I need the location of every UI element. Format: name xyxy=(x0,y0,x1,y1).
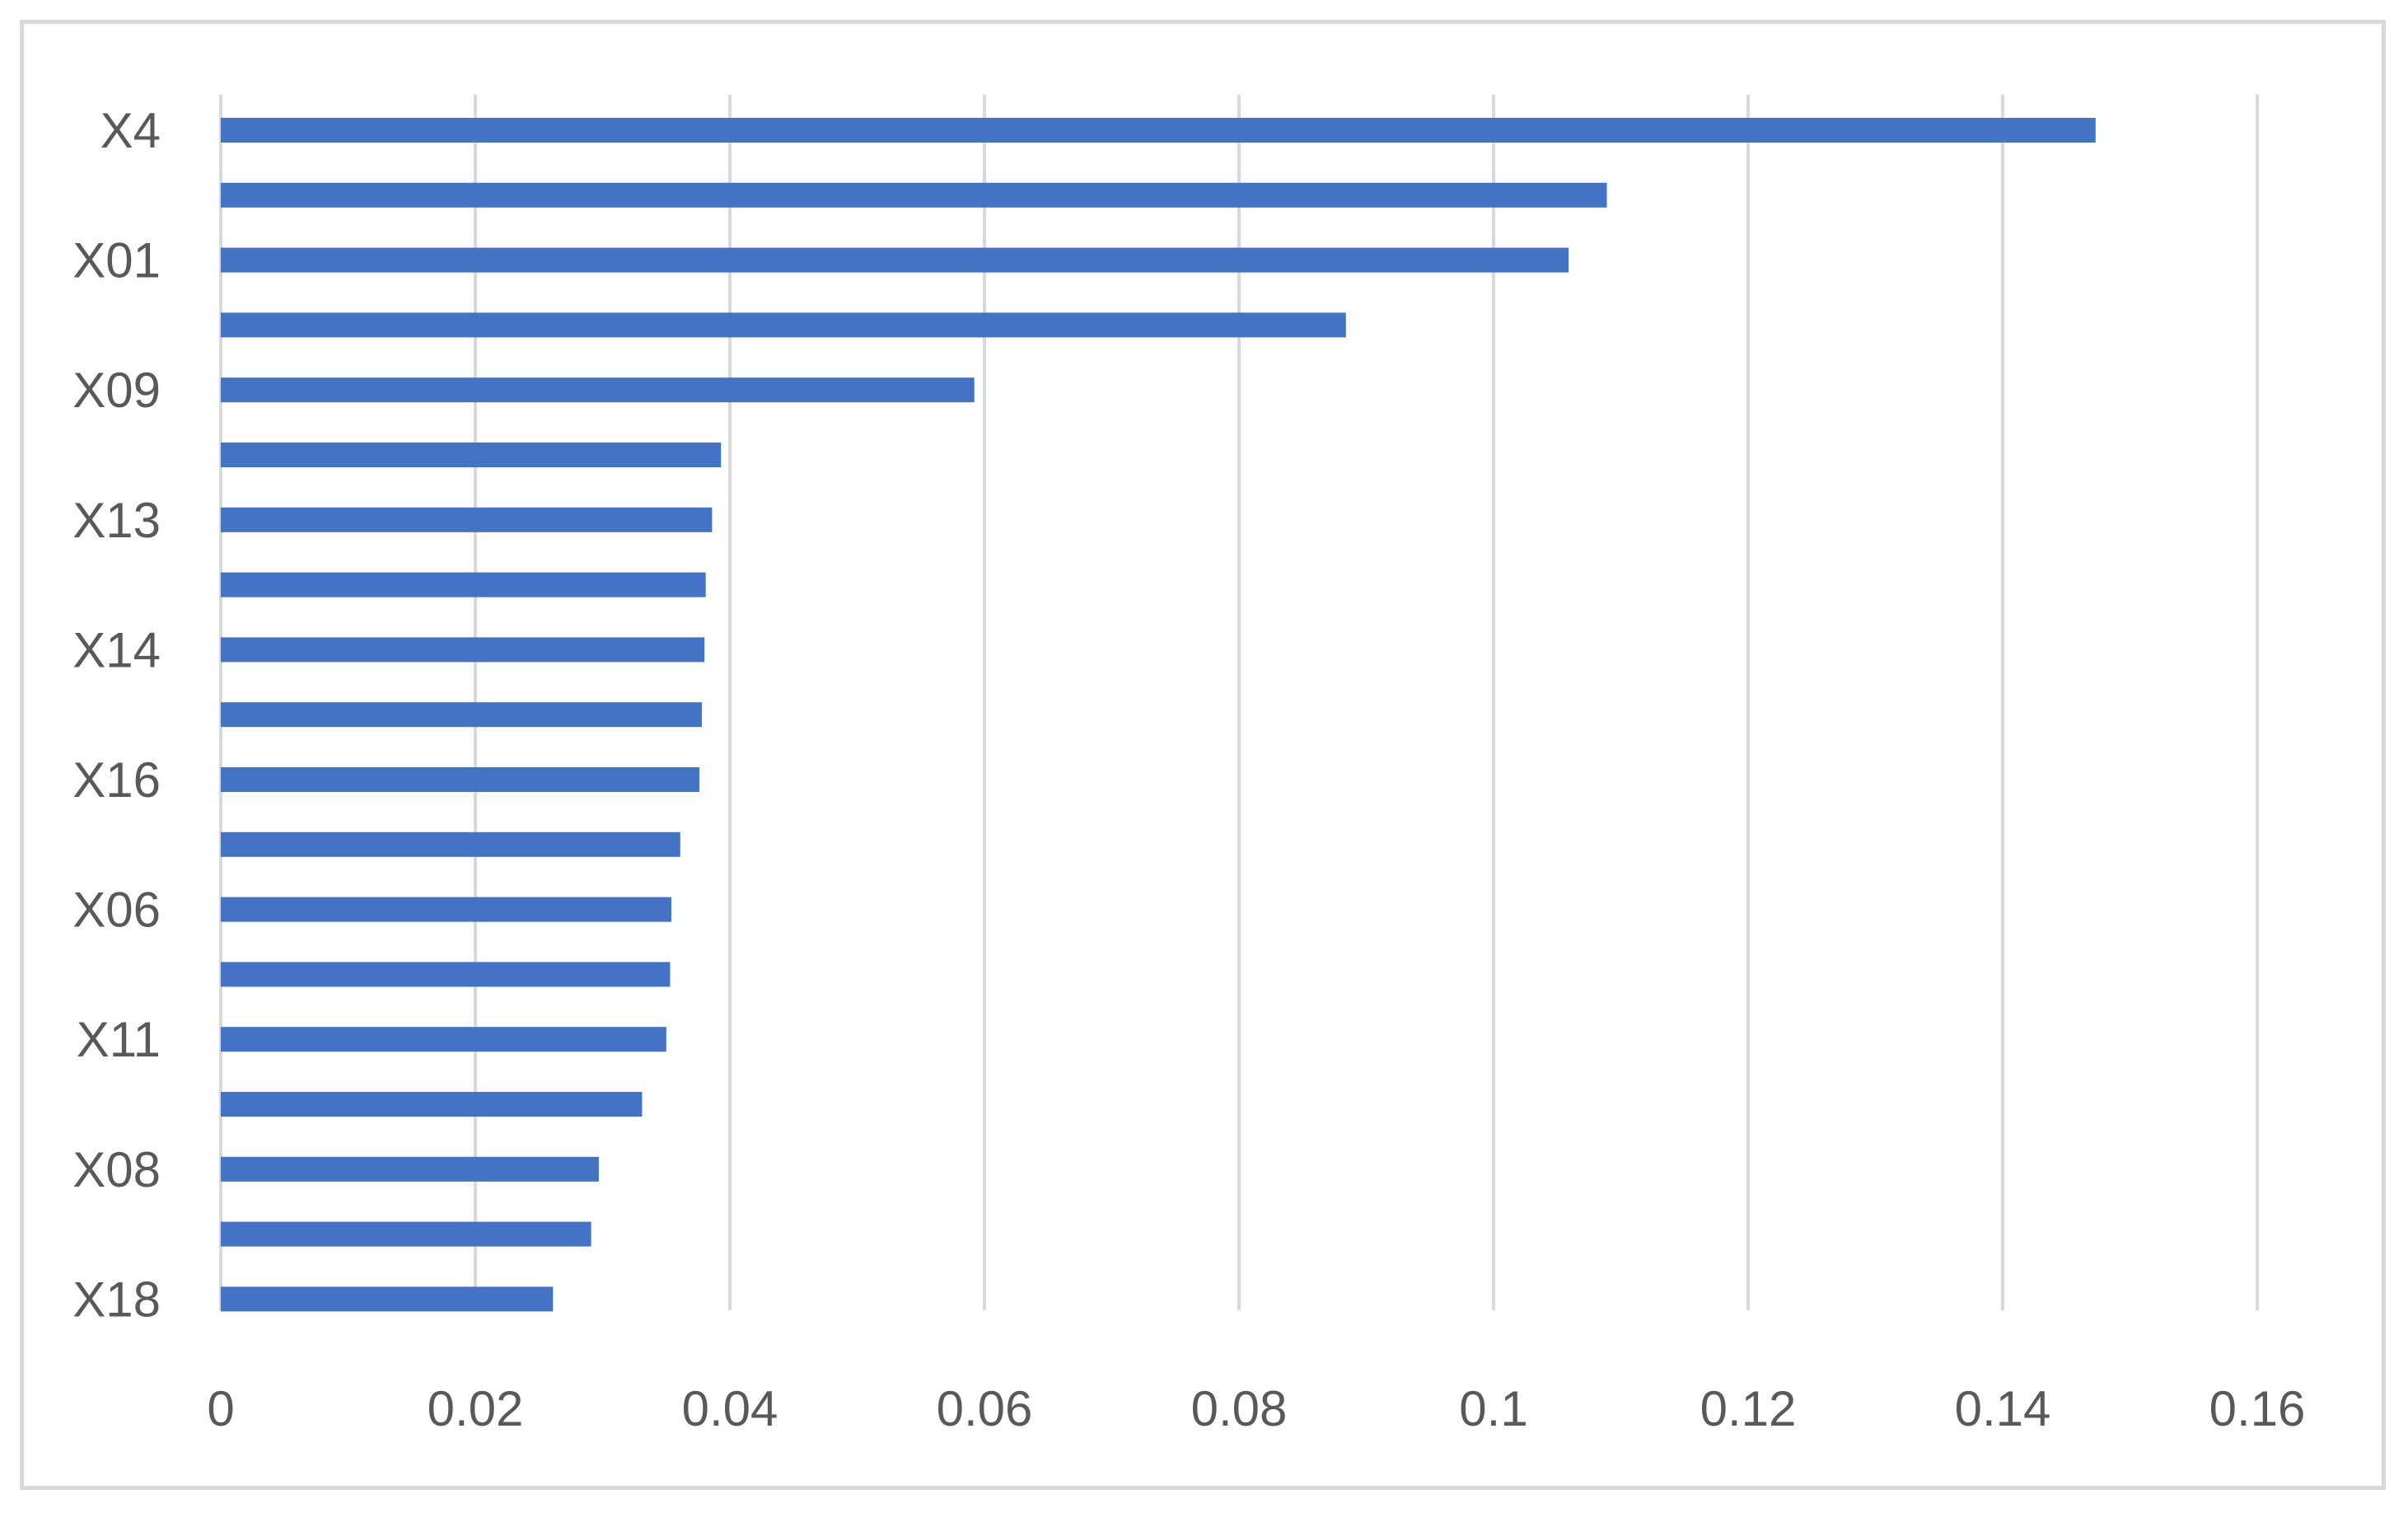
bar xyxy=(221,702,703,728)
bar xyxy=(221,1027,666,1052)
bar xyxy=(221,962,671,987)
bar xyxy=(221,118,2096,143)
category-label: X11 xyxy=(77,1012,161,1067)
bar xyxy=(221,247,1569,273)
bar xyxy=(221,897,671,922)
bar xyxy=(221,377,975,403)
bar xyxy=(221,507,713,532)
bar xyxy=(221,572,706,597)
x-tick-label: 0.16 xyxy=(2209,1381,2306,1436)
x-tick-label: 0.06 xyxy=(937,1381,1033,1436)
category-label: X08 xyxy=(72,1142,161,1197)
category-label: X4 xyxy=(101,103,161,158)
x-tick-label: 0.04 xyxy=(682,1381,779,1436)
bar xyxy=(221,1092,643,1117)
category-label: X13 xyxy=(72,493,161,548)
x-tick-label: 0.12 xyxy=(1700,1381,1797,1436)
category-label: X14 xyxy=(72,622,161,677)
bar xyxy=(221,637,705,663)
category-label: X01 xyxy=(72,233,161,288)
category-label: X16 xyxy=(72,752,161,808)
y-axis-category-labels: X4 X01 X09 X13 X14 X16 X06 X11 X08 X18 xyxy=(72,103,161,1327)
x-tick-label: 0.14 xyxy=(1955,1381,2051,1436)
bar xyxy=(221,767,699,792)
bar xyxy=(221,1156,599,1182)
category-label: X18 xyxy=(72,1272,161,1327)
x-tick-label: 0.1 xyxy=(1459,1381,1527,1436)
bar xyxy=(221,1286,554,1312)
bar xyxy=(221,831,680,857)
x-axis-tick-labels: 0 0.02 0.04 0.06 0.08 0.1 0.12 0.14 0.16 xyxy=(207,1381,2305,1436)
bars xyxy=(221,118,2096,1312)
category-label: X06 xyxy=(72,883,161,938)
x-tick-label: 0.08 xyxy=(1191,1381,1288,1436)
bar xyxy=(221,443,722,467)
x-tick-label: 0 xyxy=(207,1381,234,1436)
bar xyxy=(221,182,1607,208)
x-tick-label: 0.02 xyxy=(428,1381,524,1436)
bar xyxy=(221,312,1346,338)
category-label: X09 xyxy=(72,363,161,418)
bar xyxy=(221,1221,591,1247)
